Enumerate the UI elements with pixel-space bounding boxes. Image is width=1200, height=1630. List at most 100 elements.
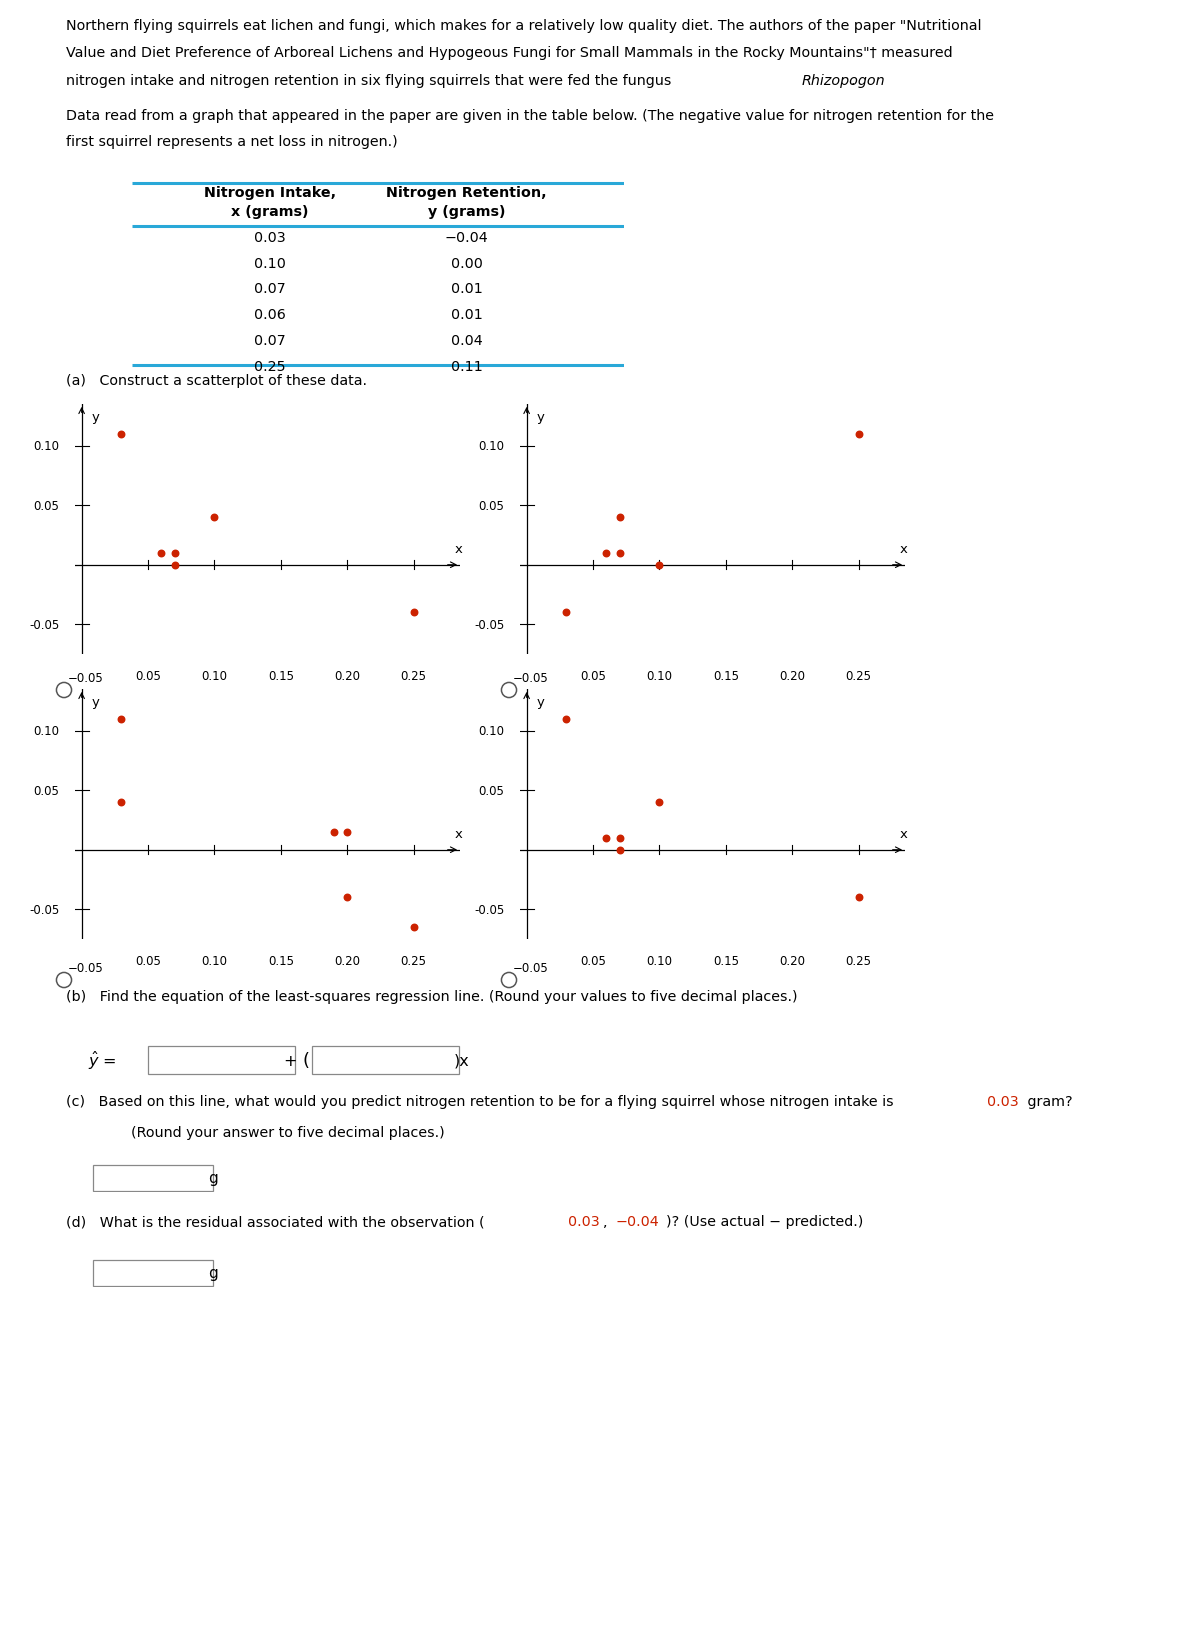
Text: −0.05: −0.05 [68,672,103,685]
Text: (b)   Find the equation of the least-squares regression line. (Round your values: (b) Find the equation of the least-squar… [66,989,798,1004]
Text: Nitrogen Intake,: Nitrogen Intake, [204,186,336,199]
Text: 0.15: 0.15 [713,670,739,683]
Text: 0.10: 0.10 [34,440,60,453]
FancyBboxPatch shape [94,1165,214,1192]
Text: )? (Use actual − predicted.): )? (Use actual − predicted.) [666,1214,863,1229]
Text: y: y [91,411,100,424]
Text: -0.05: -0.05 [474,618,505,631]
Text: 0.04: 0.04 [451,334,482,349]
Text: 0.25: 0.25 [401,670,426,683]
Point [151,541,170,567]
Point [112,706,131,732]
Point [337,820,356,846]
Text: y: y [536,411,544,424]
Text: x (grams): x (grams) [232,205,308,218]
Text: −0.05: −0.05 [68,962,103,975]
Text: 0.11: 0.11 [451,360,482,373]
Text: -0.05: -0.05 [29,618,60,631]
Text: 0.15: 0.15 [268,670,294,683]
Point [610,541,629,567]
Text: Data read from a graph that appeared in the paper are given in the table below. : Data read from a graph that appeared in … [66,109,994,122]
Text: Nitrogen Retention,: Nitrogen Retention, [386,186,547,199]
Text: 0.10: 0.10 [479,725,505,738]
Text: 0.20: 0.20 [779,670,805,683]
FancyBboxPatch shape [94,1260,214,1286]
Circle shape [56,683,72,698]
Point [848,885,868,911]
Text: x: x [899,543,907,556]
Text: 0.05: 0.05 [136,955,161,968]
Text: (d)   What is the residual associated with the observation (: (d) What is the residual associated with… [66,1214,485,1229]
Text: 0.10: 0.10 [202,670,227,683]
Text: 0.03: 0.03 [986,1094,1019,1108]
Point [557,600,576,626]
Text: 0.05: 0.05 [136,670,161,683]
Text: 0.03: 0.03 [254,230,286,244]
Text: 0.03: 0.03 [569,1214,600,1229]
Text: gram?: gram? [1022,1094,1073,1108]
Point [164,553,184,579]
Point [596,541,616,567]
Text: x: x [455,543,462,556]
Text: Rhizopogon: Rhizopogon [802,73,886,88]
Text: y (grams): y (grams) [428,205,505,218]
Point [610,505,629,531]
Point [404,600,424,626]
Point [164,541,184,567]
Point [337,885,356,911]
Point [610,825,629,851]
Text: 0.07: 0.07 [254,334,286,349]
Text: x: x [455,826,462,839]
Text: ,: , [604,1214,612,1229]
Text: 0.01: 0.01 [451,308,482,323]
Text: 0.25: 0.25 [401,955,426,968]
Text: 0.10: 0.10 [479,440,505,453]
Point [649,553,668,579]
Text: g: g [208,1170,217,1185]
Text: 0.05: 0.05 [580,670,606,683]
Text: −0.05: −0.05 [514,962,548,975]
Text: 0.05: 0.05 [34,499,60,512]
Text: 0.10: 0.10 [647,955,672,968]
Text: Northern flying squirrels eat lichen and fungi, which makes for a relatively low: Northern flying squirrels eat lichen and… [66,20,982,33]
Text: 0.06: 0.06 [254,308,286,323]
Text: nitrogen intake and nitrogen retention in six flying squirrels that were fed the: nitrogen intake and nitrogen retention i… [66,73,676,88]
Text: 0.05: 0.05 [34,784,60,797]
Point [610,838,629,864]
Point [112,789,131,815]
Text: −0.05: −0.05 [514,672,548,685]
Text: first squirrel represents a net loss in nitrogen.): first squirrel represents a net loss in … [66,135,397,150]
Text: +: + [283,1053,296,1068]
Point [596,825,616,851]
Text: 0.10: 0.10 [34,725,60,738]
Circle shape [56,973,72,988]
Text: 0.05: 0.05 [479,784,505,797]
Text: -0.05: -0.05 [474,903,505,916]
Text: 0.15: 0.15 [713,955,739,968]
Text: 0.25: 0.25 [254,360,286,373]
Text: Value and Diet Preference of Arboreal Lichens and Hypogeous Fungi for Small Mamm: Value and Diet Preference of Arboreal Li… [66,46,953,60]
Text: 0.10: 0.10 [254,256,286,271]
Circle shape [502,973,516,988]
Text: −0.04: −0.04 [616,1214,659,1229]
FancyBboxPatch shape [148,1046,295,1074]
Text: 0.05: 0.05 [479,499,505,512]
Text: (Round your answer to five decimal places.): (Round your answer to five decimal place… [104,1125,445,1139]
Text: 0.20: 0.20 [334,670,360,683]
Text: 0.07: 0.07 [254,282,286,297]
Text: 0.00: 0.00 [451,256,482,271]
Text: 0.10: 0.10 [202,955,227,968]
Text: -0.05: -0.05 [29,903,60,916]
Text: )x: )x [454,1053,469,1068]
Point [205,505,224,531]
Text: 0.15: 0.15 [268,955,294,968]
Point [649,789,668,815]
Text: g: g [208,1267,217,1281]
Text: 0.01: 0.01 [451,282,482,297]
Text: 0.25: 0.25 [846,670,871,683]
Text: (: ( [302,1051,310,1069]
Text: .: . [850,73,854,88]
Text: (c)   Based on this line, what would you predict nitrogen retention to be for a : (c) Based on this line, what would you p… [66,1094,898,1108]
FancyBboxPatch shape [312,1046,460,1074]
Text: x: x [899,826,907,839]
